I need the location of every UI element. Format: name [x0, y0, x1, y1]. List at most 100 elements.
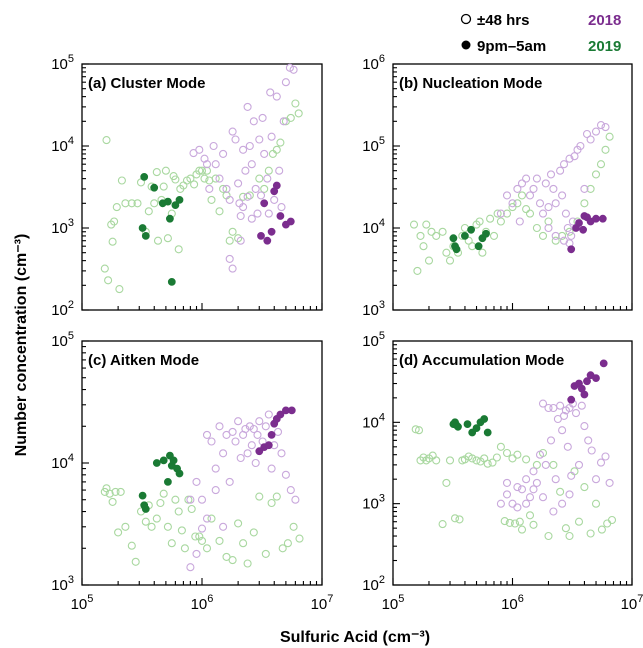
data-point	[211, 486, 220, 495]
data-point	[592, 374, 600, 383]
data-point	[505, 518, 514, 527]
data-point	[263, 236, 272, 245]
legend-filled-label: 9pm–5am	[477, 38, 546, 55]
data-point	[243, 192, 252, 201]
data-point	[576, 141, 585, 151]
data-point	[163, 522, 172, 531]
data-point	[211, 464, 220, 473]
data-point	[605, 132, 614, 141]
data-point	[171, 495, 180, 504]
data-point	[529, 485, 538, 494]
data-point	[167, 539, 176, 548]
data-point	[186, 495, 195, 504]
data-point	[234, 417, 243, 426]
data-point	[247, 214, 256, 223]
data-point	[561, 524, 570, 533]
data-point	[551, 475, 560, 484]
data-point	[513, 483, 522, 492]
data-point	[276, 212, 285, 220]
data-point	[445, 256, 455, 265]
data-point	[522, 174, 531, 183]
data-point	[249, 528, 258, 537]
data-point	[197, 166, 207, 175]
data-point	[592, 214, 600, 223]
data-point	[538, 231, 548, 240]
data-point	[257, 231, 265, 240]
data-point	[468, 242, 477, 251]
data-point	[180, 544, 189, 553]
data-point	[108, 497, 117, 506]
data-point	[563, 442, 572, 451]
data-point	[186, 563, 195, 572]
data-point	[584, 436, 593, 445]
data-point	[599, 359, 608, 368]
data-point	[544, 531, 553, 541]
series-2018-hollow	[186, 410, 300, 572]
data-point	[559, 411, 569, 420]
data-point	[567, 231, 576, 240]
data-point	[243, 559, 252, 568]
x-tick-label: 105	[71, 593, 94, 613]
data-point	[222, 552, 231, 561]
data-point	[286, 486, 295, 495]
data-point	[449, 234, 458, 243]
data-point	[245, 141, 254, 151]
series-2018-hollow	[496, 121, 610, 248]
data-point	[525, 191, 535, 200]
data-point	[529, 520, 538, 529]
data-point	[546, 170, 556, 179]
data-point	[579, 225, 587, 234]
data-point	[234, 234, 243, 243]
data-point	[580, 422, 589, 431]
data-point	[541, 460, 550, 469]
data-point	[544, 217, 553, 226]
series-2019-filled	[138, 451, 184, 513]
data-point	[281, 470, 290, 479]
data-point	[529, 467, 538, 476]
data-point	[432, 231, 441, 240]
data-point	[192, 477, 201, 486]
data-point	[488, 458, 497, 467]
data-point	[551, 199, 560, 208]
data-point	[264, 441, 273, 450]
data-point	[255, 135, 264, 144]
data-point	[558, 499, 567, 508]
data-point	[544, 223, 553, 233]
data-point	[551, 231, 560, 240]
data-point	[438, 227, 447, 236]
legend-year-2018: 2018	[588, 12, 621, 29]
data-point	[571, 409, 581, 418]
data-point	[424, 256, 434, 265]
data-point	[442, 248, 451, 257]
data-point	[411, 425, 420, 434]
data-point	[283, 539, 292, 548]
data-point	[260, 199, 269, 208]
data-point	[105, 489, 114, 498]
plot-frame	[81, 63, 323, 311]
data-point	[112, 203, 121, 212]
data-point	[591, 475, 601, 484]
data-point	[496, 499, 505, 508]
data-point	[419, 453, 428, 462]
panel-title: (b) Nucleation Mode	[399, 75, 542, 92]
data-point	[110, 217, 119, 226]
data-point	[267, 227, 276, 236]
y-tick-label: 105	[51, 53, 74, 73]
data-point	[427, 227, 436, 236]
data-point	[219, 149, 228, 158]
data-point	[513, 199, 522, 208]
data-point	[121, 522, 130, 531]
data-point	[266, 88, 275, 97]
data-point	[141, 517, 150, 526]
y-tick-label: 104	[362, 217, 385, 237]
data-point	[277, 449, 286, 458]
data-point	[190, 180, 199, 189]
data-point	[156, 498, 165, 508]
data-point	[186, 174, 195, 183]
data-point	[541, 179, 550, 188]
data-point	[267, 464, 276, 473]
data-point	[532, 174, 541, 183]
data-point	[102, 136, 111, 145]
data-point	[255, 492, 264, 501]
data-point	[171, 201, 180, 210]
